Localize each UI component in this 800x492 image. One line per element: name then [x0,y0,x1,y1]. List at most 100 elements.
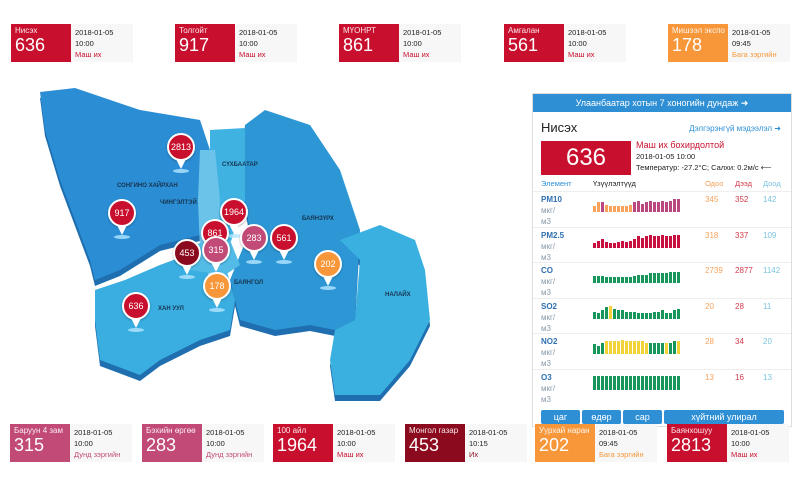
unit: м3 [541,323,551,333]
spark-bar [641,312,644,319]
tab-day[interactable]: өдөр [582,410,621,424]
spark-bar [605,307,608,319]
spark-bar [633,276,636,283]
map-pin[interactable]: 2813 [167,133,195,173]
map-pin-value: 178 [203,272,231,300]
station-card[interactable]: Амгалан 561 2018-01-05 10:00 Маш их [504,24,626,62]
district-label: ХАН УУЛ [158,306,184,312]
map-pin[interactable]: 561 [270,224,298,264]
spark-bar [673,375,676,390]
station-card[interactable]: Толгойт 917 2018-01-05 10:00 Маш их [175,24,297,62]
tab-month[interactable]: сар [623,410,662,424]
spark-bar [633,311,636,319]
spark-bar [657,375,660,390]
station-info: 2018-01-05 10:00 Маш их [235,24,297,62]
pollutant-row: CO мкг/м3 2739 2877 1142 [533,262,791,298]
station-info: 2018-01-05 10:00 Маш их [727,424,789,462]
map-pin-value: 202 [314,250,342,278]
station-time: 10:00 [239,39,258,48]
station-card[interactable]: Мишээл экспо 178 2018-01-05 09:45 Бага з… [668,24,790,62]
map-pin[interactable]: 202 [314,250,342,290]
spark-bar [665,202,668,212]
district-nalaikh [330,225,430,395]
spark-bar [669,312,672,319]
spark-bar [665,375,668,390]
station-time: 09:45 [732,39,751,48]
map-pin[interactable]: 283 [240,224,268,264]
unit: мкг/ [541,241,556,251]
spark-bar [641,203,644,212]
spark-bar [645,202,648,212]
pin-shadow [246,260,262,264]
panel-header[interactable]: Улаанбаатар хотын 7 хоногийн дундаж ➜ [533,94,791,112]
spark-bar [609,243,612,248]
details-link[interactable]: Дэлгэрэнгүй мэдээлэл ➜ [689,124,781,133]
unit: мкг/ [541,312,556,322]
spark-bar [621,206,624,212]
station-time: 10:00 [731,439,750,448]
spark-bar [613,206,616,212]
pin-tail [323,276,333,286]
pollutant-row: NO2 мкг/м3 28 34 20 [533,333,791,369]
pin-shadow [276,260,292,264]
station-aqi-box: Монгол газар 453 [405,424,465,462]
spark-bar [653,202,656,212]
station-card[interactable]: Баруун 4 зам 315 2018-01-05 10:00 Дунд з… [10,424,132,462]
weekly-average-panel: Улаанбаатар хотын 7 хоногийн дундаж ➜ Ни… [532,93,792,427]
spark-bar [601,239,604,248]
spark-bar [609,375,612,390]
spark-bar [669,375,672,390]
spark-bar [609,305,612,319]
station-name: Бэхийн өргөө [146,426,196,435]
station-aqi-box: Нисэх 636 [11,24,71,62]
map-pin[interactable]: 917 [108,199,136,239]
spark-bar [625,311,628,319]
unit: м3 [541,359,551,368]
spark-bar [593,344,596,354]
tab-cold-season[interactable]: хүйтний улирал [664,410,784,424]
spark-bar [613,277,616,283]
map-pin[interactable]: 178 [203,272,231,312]
station-card[interactable]: Бэхийн өргөө 283 2018-01-05 10:00 Дунд з… [142,424,264,462]
value-max: 28 [735,301,744,311]
pin-shadow [114,235,130,239]
spark-bar [617,277,620,283]
station-name: Баруун 4 зам [14,426,63,435]
pin-tail [279,250,289,260]
spark-bar [605,205,608,212]
spark-bar [657,236,660,248]
map-pin[interactable]: 1964 [220,198,248,238]
station-card[interactable]: Уурхай наран 202 2018-01-05 09:45 Бага з… [535,424,657,462]
station-value: 636 [15,35,46,55]
station-date: 2018-01-05 [599,428,638,437]
station-status: Маш их [239,50,266,59]
wind-direction-icon: ⟵ [760,163,772,172]
spark-bar [601,202,604,212]
value-min: 1142 [763,266,781,275]
station-card[interactable]: МҮОНРТ 861 2018-01-05 10:00 Маш их [339,24,461,62]
value-min: 11 [763,301,772,311]
map-pin[interactable]: 453 [173,239,201,279]
station-card[interactable]: Нисэх 636 2018-01-05 10:00 Маш их [11,24,133,62]
spark-bar [641,237,644,248]
spark-bar [669,271,672,283]
map-pin-value: 917 [108,199,136,227]
district-map[interactable]: СОНГИНО ХАЙРХАН СҮХБААТАР ЧИНГЭЛТЭЙ БАЯН… [0,70,520,410]
spark-bar [621,375,624,390]
station-card[interactable]: Баянхошуу 2813 2018-01-05 10:00 Маш их [667,424,789,462]
period-tabs: цаг өдөр сар хүйтний улирал [541,410,784,424]
spark-bar [621,340,624,354]
spark-bar [617,241,620,248]
spark-bar [653,236,656,248]
map-pin[interactable]: 636 [122,292,150,332]
arrow-circle-icon: ➜ [740,98,749,108]
map-pin[interactable]: 315 [202,236,230,276]
station-time: 10:00 [337,439,356,448]
tab-hour[interactable]: цаг [541,410,580,424]
pin-tail [229,224,239,234]
pollutant-label: SO2 мкг/м3 [541,301,557,334]
station-card[interactable]: Монгол газар 453 2018-01-05 10:15 Их [405,424,527,462]
spark-bar [593,243,596,248]
station-card[interactable]: 100 айл 1964 2018-01-05 10:00 Маш их [273,424,395,462]
spark-bar [637,341,640,354]
